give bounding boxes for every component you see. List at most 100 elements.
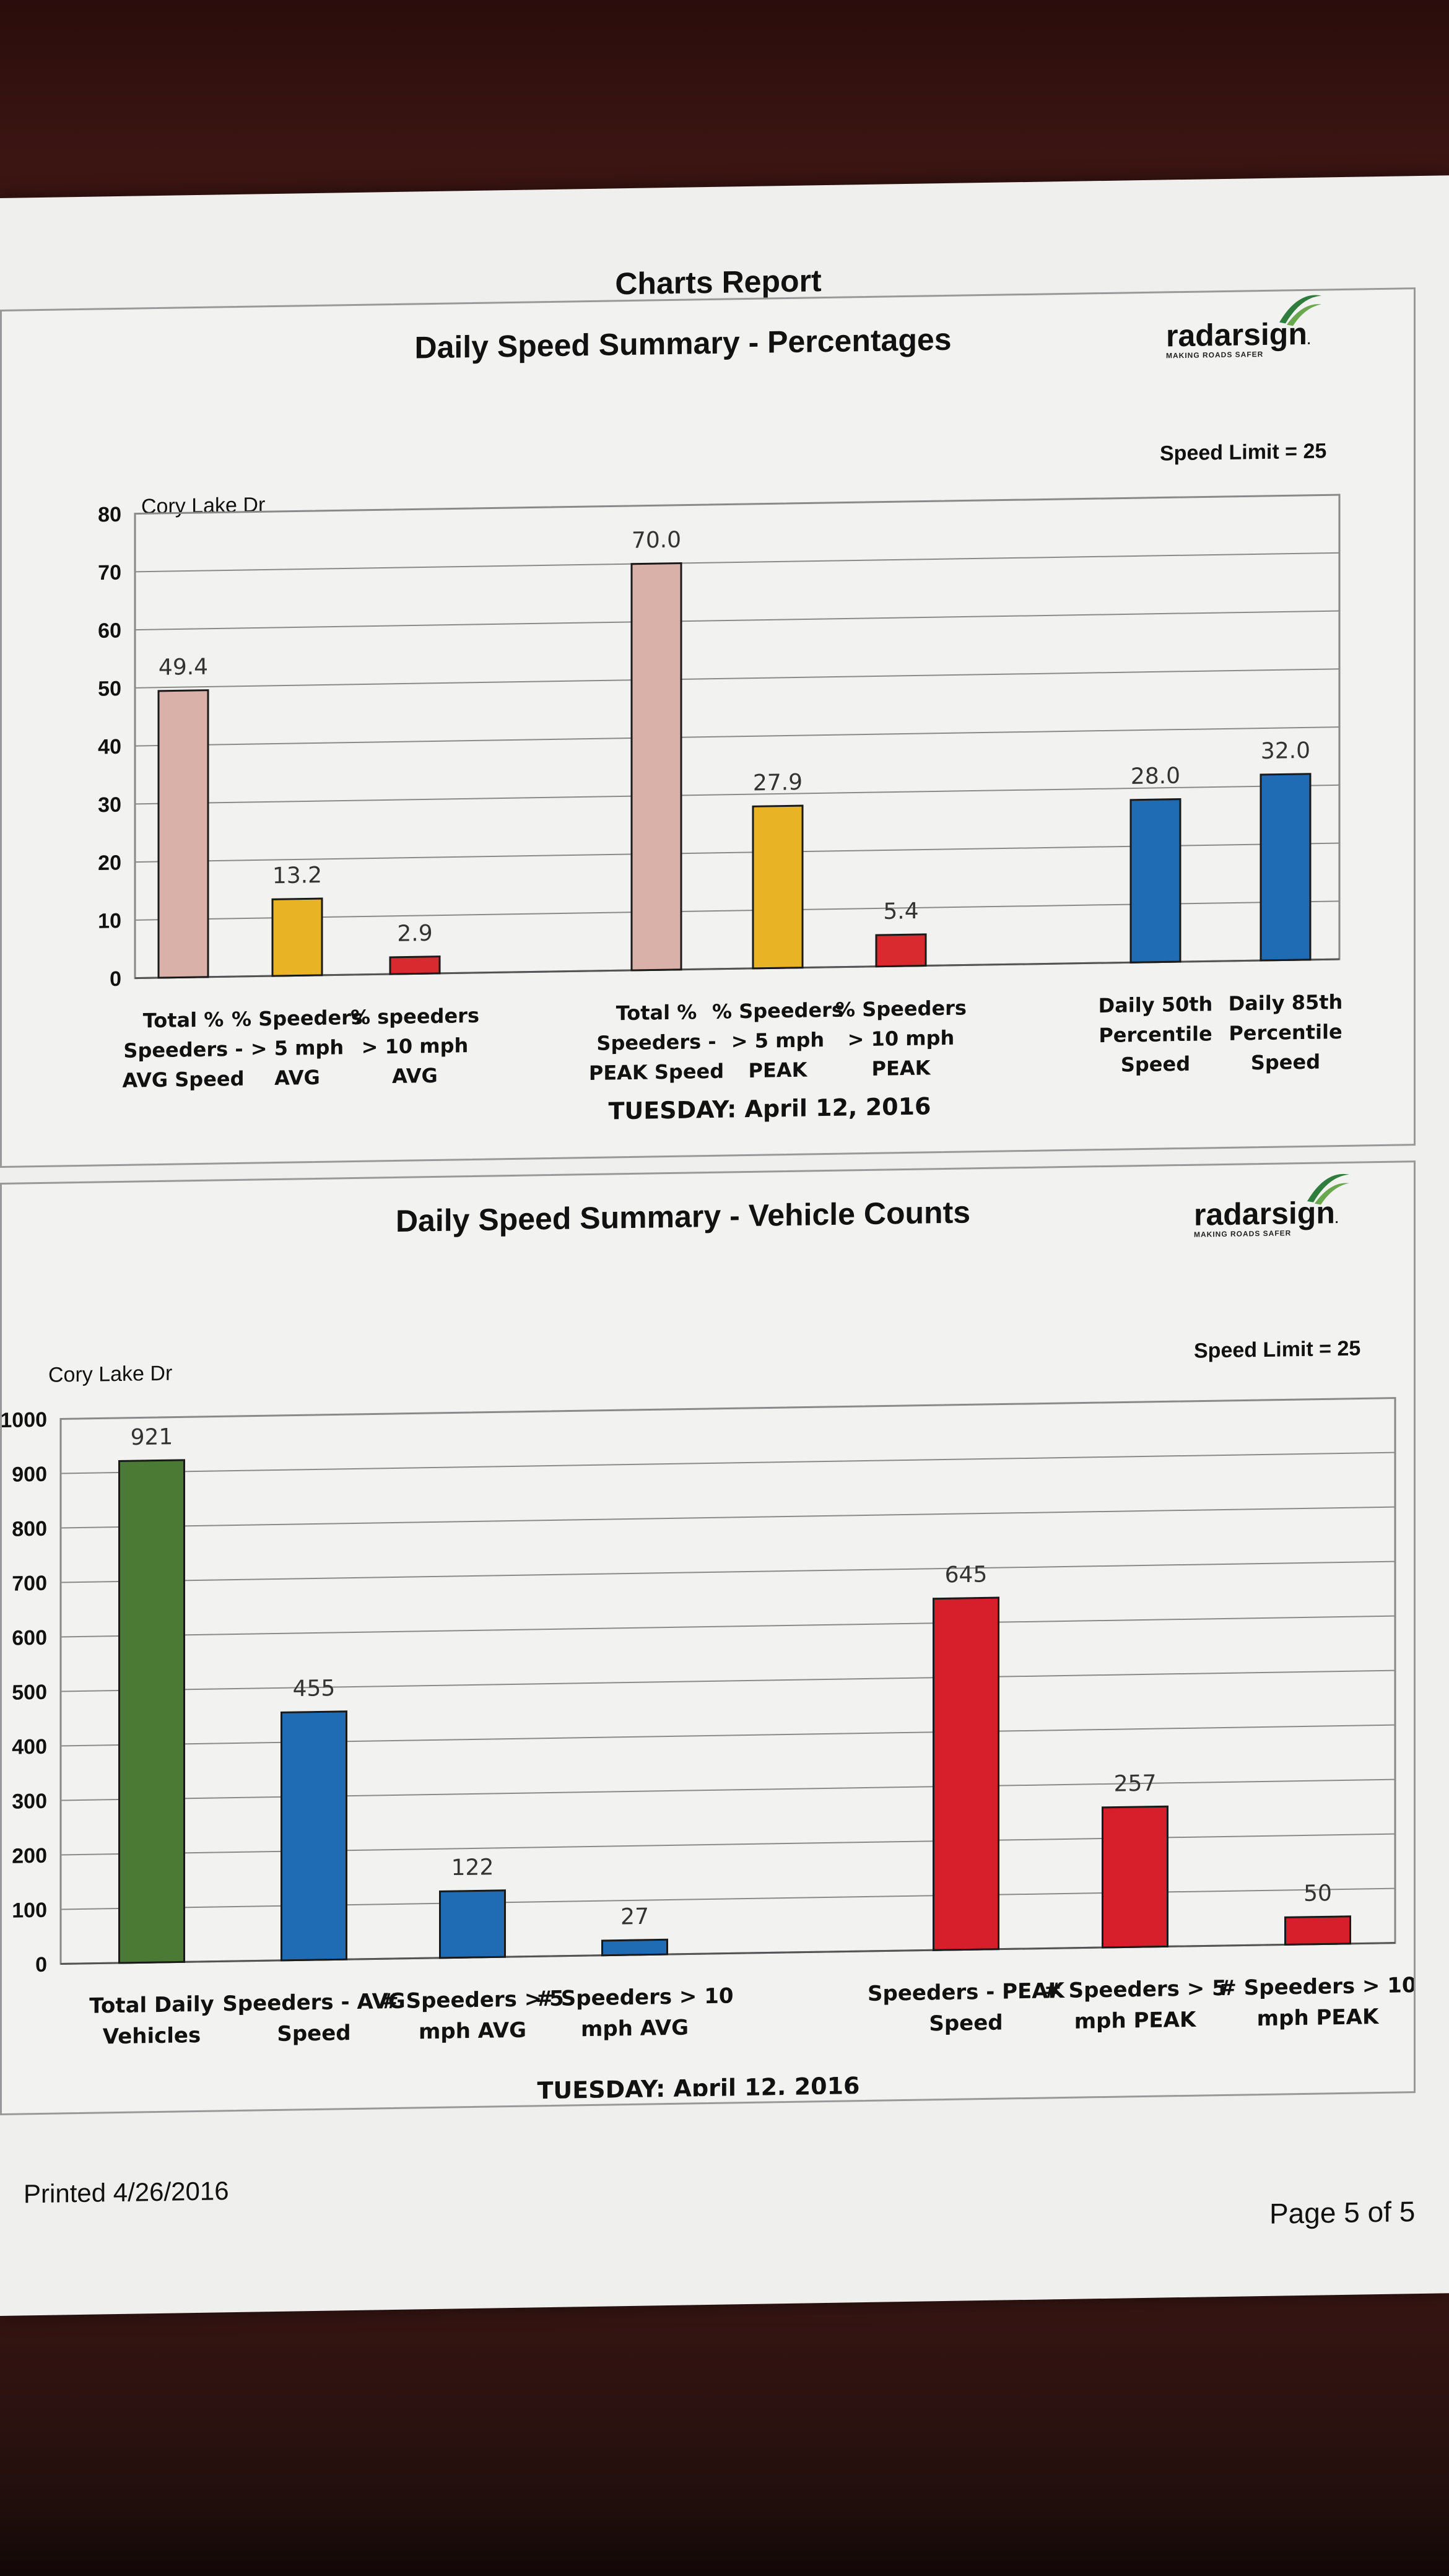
y-tick-label: 10 <box>98 909 121 933</box>
category-label: Speed <box>1251 1050 1320 1075</box>
y-tick-label: 400 <box>12 1735 47 1759</box>
data-label: 257 <box>1114 1771 1157 1797</box>
y-tick-label: 300 <box>12 1790 47 1814</box>
y-tick-label: 500 <box>12 1681 47 1705</box>
category-label: Total % <box>143 1007 224 1032</box>
y-tick-label: 20 <box>98 851 121 875</box>
data-label: 28.0 <box>1131 764 1180 790</box>
gridline <box>61 1615 1395 1638</box>
category-label: Percentile <box>1099 1022 1212 1047</box>
category-label: mph PEAK <box>1257 2004 1380 2031</box>
bar <box>1129 798 1181 964</box>
category-label: Vehicles <box>103 2023 201 2049</box>
gridline <box>135 668 1339 689</box>
bar <box>933 1596 999 1951</box>
category-label: Daily 50th <box>1099 992 1213 1017</box>
y-tick-label: 900 <box>12 1463 47 1487</box>
y-tick-label: 600 <box>12 1626 47 1650</box>
category-label: > 10 mph <box>848 1026 955 1051</box>
bar <box>439 1889 506 1959</box>
radarsign-logo: radarsign. MAKING ROADS SAFER <box>1166 295 1322 360</box>
percentages-chart: 0 10 20 30 40 50 60 70 80 49.4 Total % Speeders - AV… <box>98 494 1343 1125</box>
y-tick-label: 30 <box>98 793 121 817</box>
category-label: Speeders - AVG <box>222 1989 405 2017</box>
radarsign-logo: radarsign. MAKING ROADS SAFER <box>1194 1173 1350 1239</box>
category-label: Speed <box>929 2011 1003 2037</box>
category-label: Speeders - <box>596 1030 716 1055</box>
y-tick-label: 700 <box>12 1572 47 1596</box>
category-label: Speed <box>1121 1052 1190 1077</box>
y-tick-label: 60 <box>98 619 121 643</box>
gridline <box>61 1560 1395 1583</box>
bar <box>157 689 209 979</box>
gridline <box>61 1778 1395 1801</box>
data-label: 27.9 <box>753 770 803 796</box>
gridline <box>135 610 1339 631</box>
category-label: PEAK Speed <box>589 1060 724 1085</box>
data-label: 70.0 <box>632 527 681 553</box>
bar <box>875 933 927 968</box>
category-label: > 10 mph <box>362 1033 469 1059</box>
report-page: Charts Report Daily Speed Summary - Perc… <box>0 175 1449 2317</box>
y-tick-label: 40 <box>98 735 121 759</box>
category-label: Percentile <box>1229 1020 1342 1045</box>
x-axis-label: TUESDAY: April 12, 2016 <box>609 1092 931 1125</box>
category-label: % Speeders <box>712 998 843 1024</box>
x-axis-label: TUESDAY: April 12, 2016 <box>537 2072 860 2104</box>
category-label: mph PEAK <box>1074 2008 1197 2034</box>
gridline <box>61 1451 1395 1474</box>
category-label: Speed <box>277 2021 350 2047</box>
category-label: # Speeders > 10 <box>1219 1973 1414 2001</box>
swoosh-icon <box>1279 295 1322 326</box>
data-label: 32.0 <box>1261 738 1310 764</box>
data-label: 455 <box>293 1676 336 1702</box>
category-label: Daily 85th <box>1229 990 1343 1016</box>
category-label: AVG <box>274 1066 320 1090</box>
chart-panel-percentages: Daily Speed Summary - Percentages radars… <box>0 287 1416 1168</box>
category-label: # Speeders > 10 <box>536 1983 733 2011</box>
bar <box>601 1938 668 1957</box>
gridline <box>61 1669 1395 1692</box>
chart-panel-vehicle-counts: Daily Speed Summary - Vehicle Counts rad… <box>0 1160 1416 2115</box>
gridline <box>61 1397 1395 1420</box>
gridline <box>61 1887 1395 1910</box>
category-label: mph AVG <box>419 2018 526 2045</box>
x-axis <box>61 1942 1395 1965</box>
gridline <box>61 1833 1395 1856</box>
data-label: 49.4 <box>159 655 208 681</box>
bar <box>1284 1915 1351 1946</box>
category-label: % Speeders <box>232 1006 363 1031</box>
y-tick-label: 800 <box>12 1517 47 1541</box>
y-tick-label: 70 <box>98 561 121 585</box>
swoosh-icon <box>1307 1173 1350 1205</box>
data-label: 27 <box>620 1904 649 1930</box>
data-label: 50 <box>1303 1881 1332 1907</box>
bar <box>1102 1805 1168 1949</box>
category-label: AVG Speed <box>122 1067 244 1092</box>
gridline <box>135 726 1339 747</box>
data-label: 5.4 <box>883 899 918 925</box>
category-label: # Speeders > 5 <box>381 1986 564 2014</box>
category-label: # Speeders > 5 <box>1043 1976 1226 2004</box>
category-label: > 5 mph <box>251 1035 344 1060</box>
data-label: 645 <box>945 1562 988 1588</box>
category-label: Speeders - PEAK <box>868 1978 1066 2006</box>
category-label: AVG <box>392 1064 438 1088</box>
category-label: > 5 mph <box>731 1028 824 1053</box>
data-label: 13.2 <box>272 863 322 889</box>
data-label: 921 <box>131 1424 173 1450</box>
printed-date: Printed 4/26/2016 <box>24 2176 229 2209</box>
data-label: 2.9 <box>397 921 432 947</box>
data-label: 122 <box>451 1855 494 1881</box>
y-tick-label: 0 <box>35 1953 47 1977</box>
gridline <box>135 784 1339 805</box>
bar <box>752 804 804 970</box>
bar <box>271 897 323 977</box>
gridline <box>61 1506 1395 1529</box>
category-label: % Speeders <box>835 996 967 1021</box>
y-tick-label: 0 <box>110 967 121 991</box>
y-tick-label: 50 <box>98 677 121 701</box>
table-surface <box>0 2260 1449 2576</box>
bar <box>1260 773 1312 962</box>
y-tick-label: 200 <box>12 1844 47 1868</box>
